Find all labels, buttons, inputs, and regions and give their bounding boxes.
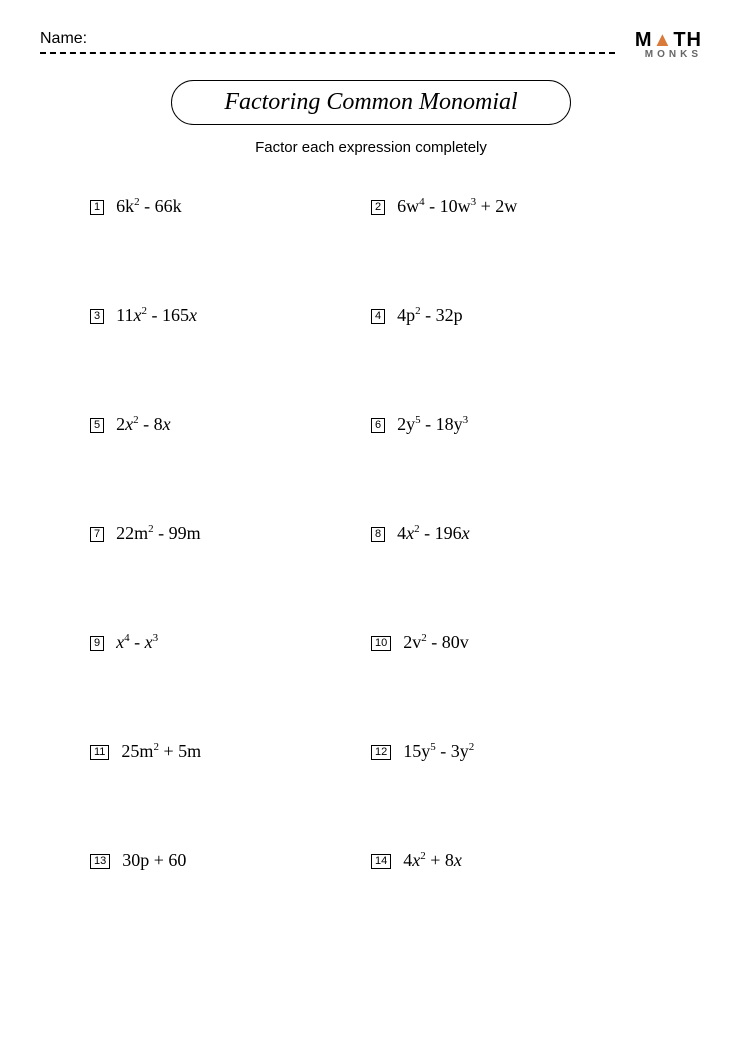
problem: 4 4p2 - 32p [371, 305, 652, 326]
problem-number: 10 [371, 636, 391, 651]
problem-expression: 6k2 - 66k [116, 196, 182, 217]
problem-number: 4 [371, 309, 385, 324]
problem: 5 2x2 - 8x [90, 414, 371, 435]
problem: 13 30p + 60 [90, 850, 371, 871]
problem-expression: 22m2 - 99m [116, 523, 201, 544]
problem-number: 13 [90, 854, 110, 869]
name-label: Name: [40, 30, 87, 48]
page-title: Factoring Common Monomial [171, 80, 571, 125]
problem-number: 2 [371, 200, 385, 215]
problem: 2 6w4 - 10w3 + 2w [371, 196, 652, 217]
problem-number: 1 [90, 200, 104, 215]
problem-expression: 2v2 - 80v [403, 632, 469, 653]
problem: 11 25m2 + 5m [90, 741, 371, 762]
problem-number: 14 [371, 854, 391, 869]
problem-expression: 25m2 + 5m [121, 741, 201, 762]
problems-grid: 16k2 - 66k26w4 - 10w3 + 2w311x2 - 165x44… [40, 196, 702, 871]
problem-number: 7 [90, 527, 104, 542]
logo-top: M▲TH [635, 30, 702, 50]
problem-expression: 4x2 - 196x [397, 523, 470, 544]
header: Name: M▲TH MONKS [40, 30, 702, 60]
problem: 1 6k2 - 66k [90, 196, 371, 217]
problem-expression: 15y5 - 3y2 [403, 741, 474, 762]
logo-bottom: MONKS [635, 50, 702, 60]
logo-text-pre: M [635, 29, 653, 51]
problem-expression: x4 - x3 [116, 632, 158, 653]
problem: 7 22m2 - 99m [90, 523, 371, 544]
problem-expression: 6w4 - 10w3 + 2w [397, 196, 517, 217]
problem-number: 5 [90, 418, 104, 433]
problem: 10 2v2 - 80v [371, 632, 652, 653]
problem-expression: 4p2 - 32p [397, 305, 463, 326]
problem-number: 12 [371, 745, 391, 760]
problem-number: 6 [371, 418, 385, 433]
problem-row: 3 11x2 - 165x 4 4p2 - 32p [90, 305, 652, 326]
problem-number: 3 [90, 309, 104, 324]
problem-expression: 2y5 - 18y3 [397, 414, 468, 435]
problem: 9 x4 - x3 [90, 632, 371, 653]
problem-row: 5 2x2 - 8x 6 2y5 - 18y3 [90, 414, 652, 435]
name-input-line[interactable] [40, 52, 615, 54]
logo-text-post: TH [673, 29, 702, 51]
problem: 3 11x2 - 165x [90, 305, 371, 326]
problem-row: 11 25m2 + 5m 12 15y5 - 3y2 [90, 741, 652, 762]
problem-expression: 2x2 - 8x [116, 414, 171, 435]
problem-number: 11 [90, 745, 109, 760]
problem-expression: 11x2 - 165x [116, 305, 197, 326]
problem: 12 15y5 - 3y2 [371, 741, 652, 762]
page-subtitle: Factor each expression completely [40, 139, 702, 156]
problem-row: 9 x4 - x3 10 2v2 - 80v [90, 632, 652, 653]
problem: 8 4x2 - 196x [371, 523, 652, 544]
problem-number: 8 [371, 527, 385, 542]
problem-number: 9 [90, 636, 104, 651]
problem-row: 1 6k2 - 66k 2 6w4 - 10w3 + 2w [90, 196, 652, 217]
problem-row: 13 30p + 60 14 4x2 + 8x [90, 850, 652, 871]
name-field-block: Name: [40, 30, 635, 54]
triangle-icon: ▲ [653, 29, 674, 51]
problem-expression: 4x2 + 8x [403, 850, 462, 871]
problem-row: 7 22m2 - 99m 8 4x2 - 196x [90, 523, 652, 544]
problem-expression: 30p + 60 [122, 850, 186, 871]
problem: 14 4x2 + 8x [371, 850, 652, 871]
problem: 6 2y5 - 18y3 [371, 414, 652, 435]
logo: M▲TH MONKS [635, 30, 702, 60]
